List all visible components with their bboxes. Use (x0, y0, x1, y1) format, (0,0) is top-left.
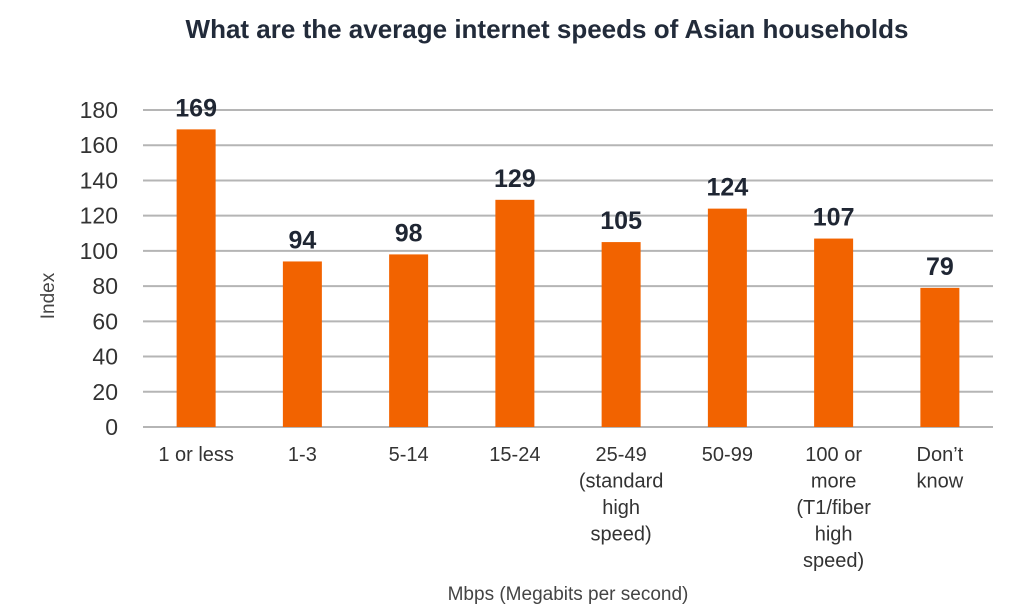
data-label: 79 (926, 253, 954, 281)
chart-title: What are the average internet speeds of … (186, 14, 909, 44)
y-tick-label: 80 (92, 273, 118, 299)
data-labels: 169 94 98 129 105 124 107 79 (175, 94, 954, 281)
data-label: 105 (600, 207, 642, 235)
y-tick-label: 100 (80, 238, 118, 264)
bar (176, 129, 216, 427)
x-tick-label: 5-14 (389, 444, 429, 466)
y-axis-label: Index (38, 272, 59, 319)
bars (176, 129, 960, 427)
x-tick-label: 50-99 (702, 444, 753, 466)
y-tick-label: 140 (80, 167, 118, 193)
data-label: 169 (175, 94, 217, 122)
y-tick-label: 60 (92, 308, 118, 334)
y-tick-label: 180 (80, 97, 118, 123)
gridlines (143, 109, 993, 428)
x-tick-label: 1 or less (158, 444, 234, 466)
bar (601, 242, 641, 427)
x-tick-label: 100 or more (T1/fiber high speed) (796, 444, 871, 572)
data-label: 98 (395, 219, 423, 247)
x-axis-categories: 1 or less 1-3 5-14 15-24 25-49 (standard high s… (158, 444, 963, 572)
y-tick-label: 40 (92, 344, 118, 370)
bar (389, 254, 429, 427)
data-label: 129 (494, 165, 536, 193)
y-tick-label: 120 (80, 203, 118, 229)
y-tick-label: 160 (80, 132, 118, 158)
y-tick-label: 0 (105, 414, 118, 440)
x-tick-label: 25-49 (standard high speed) (579, 444, 664, 546)
data-label: 107 (813, 204, 855, 232)
x-tick-label: Don’t know (917, 444, 964, 493)
x-tick-label: 1-3 (288, 444, 317, 466)
data-label: 124 (707, 174, 749, 202)
bar (920, 287, 960, 427)
y-tick-label: 20 (92, 379, 118, 405)
bar (495, 199, 535, 427)
bar (814, 238, 854, 427)
bar (282, 261, 322, 427)
data-label: 94 (288, 226, 316, 254)
y-axis-ticks: 0 20 40 60 80 100 120 140 160 180 (80, 97, 118, 440)
bar (707, 208, 747, 427)
x-tick-label: 15-24 (489, 444, 540, 466)
x-axis-label: Mbps (Megabits per second) (448, 584, 689, 605)
